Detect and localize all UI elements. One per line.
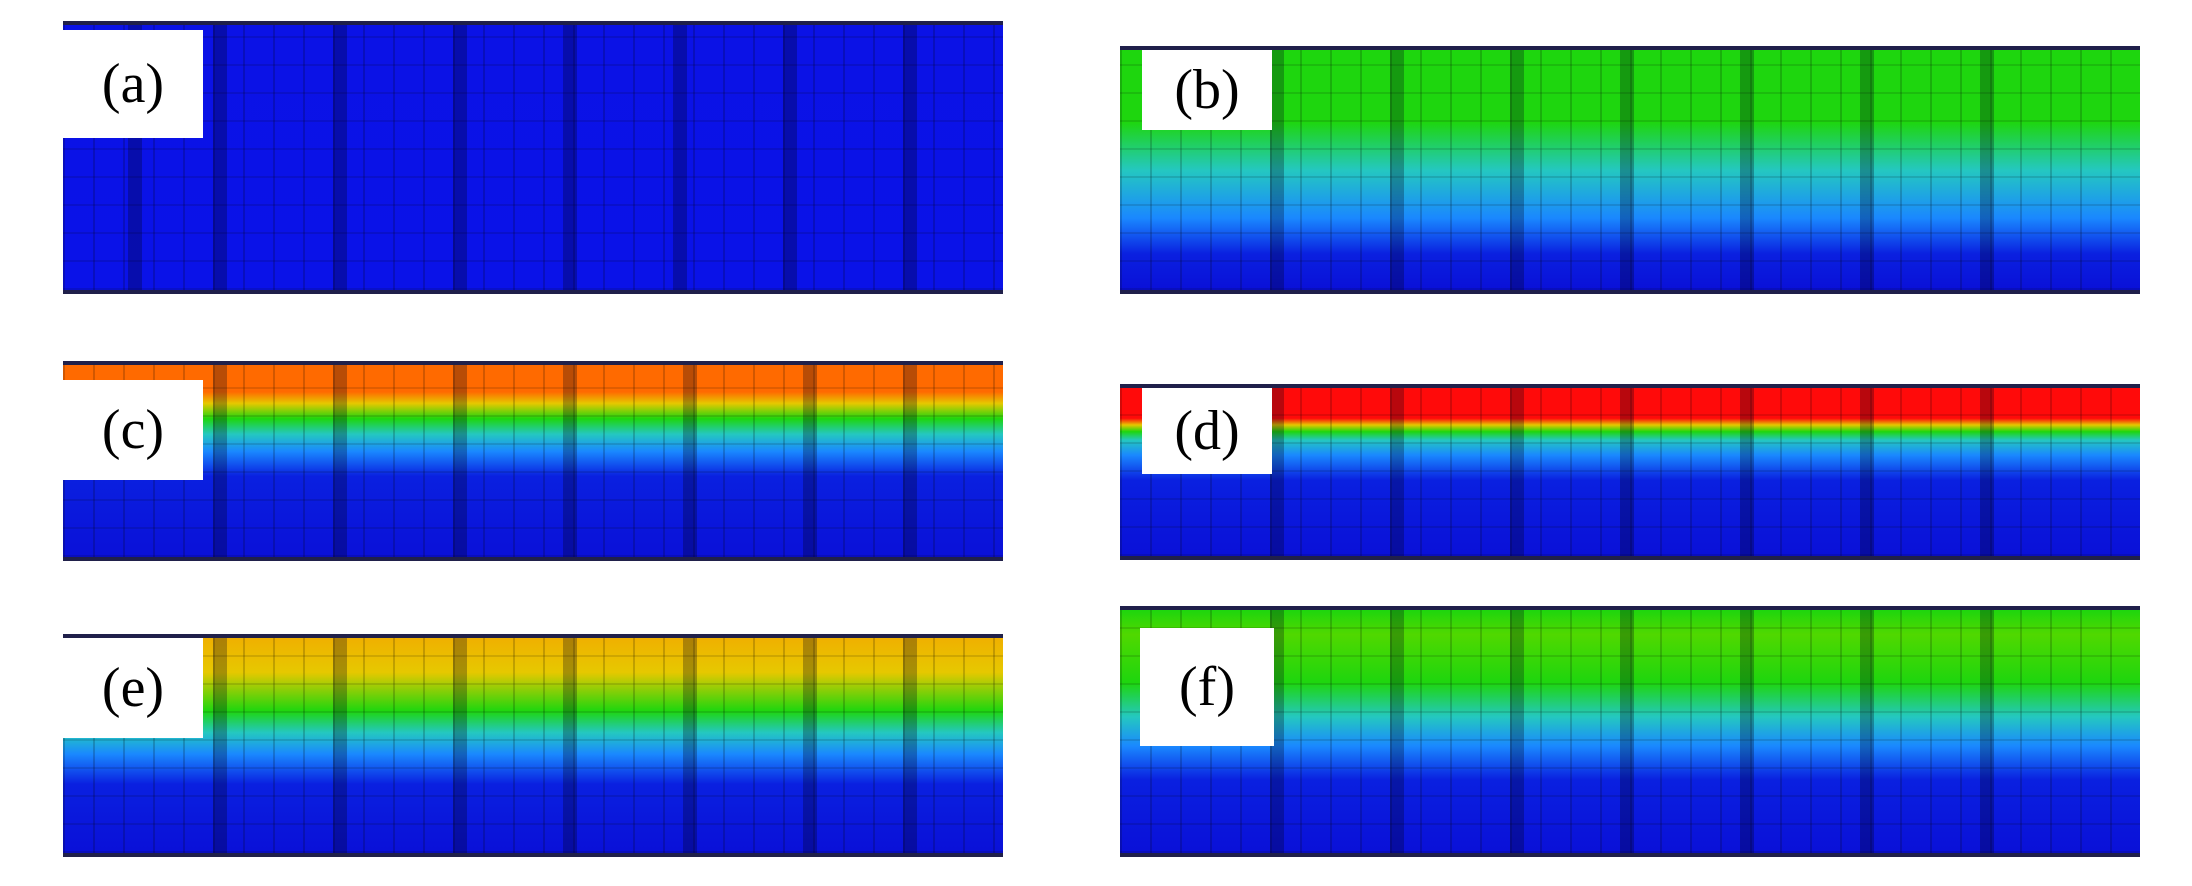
- panel-b: (b): [1120, 46, 2140, 294]
- flange-top: [63, 361, 1003, 365]
- contour-plot: [63, 638, 1003, 853]
- mesh-grid: [1120, 388, 2140, 556]
- stiffener: [1860, 388, 1874, 556]
- flange-top: [63, 634, 1003, 638]
- panel-e: (e): [63, 634, 1003, 857]
- stiffener: [1390, 610, 1404, 853]
- mesh-grid: [63, 365, 1003, 557]
- stiffener: [213, 25, 227, 290]
- stiffener: [1390, 388, 1404, 556]
- stiffener: [333, 365, 347, 557]
- stiffener: [1620, 388, 1634, 556]
- flange-top: [63, 21, 1003, 25]
- panel-c: (c): [63, 361, 1003, 561]
- stiffener: [903, 25, 917, 290]
- stiffener: [213, 638, 227, 853]
- stiffener: [1510, 50, 1524, 290]
- stiffener: [1510, 388, 1524, 556]
- panel-label: (e): [63, 638, 203, 738]
- stiffener: [333, 638, 347, 853]
- stiffener: [903, 365, 917, 557]
- stiffener: [563, 365, 577, 557]
- stiffener: [683, 365, 697, 557]
- stiffener: [1510, 610, 1524, 853]
- mesh-grid: [63, 25, 1003, 290]
- flange-bottom: [1120, 290, 2140, 294]
- panel-label: (a): [63, 30, 203, 138]
- mesh-grid: [63, 638, 1003, 853]
- stiffener: [453, 25, 467, 290]
- stiffener: [563, 25, 577, 290]
- stiffener: [1740, 388, 1754, 556]
- stiffener: [213, 365, 227, 557]
- stiffener: [1740, 610, 1754, 853]
- panel-label: (f): [1140, 628, 1274, 746]
- contour-plot: [63, 365, 1003, 557]
- panel-d: (d): [1120, 384, 2140, 560]
- stiffener: [1620, 610, 1634, 853]
- flange-bottom: [1120, 853, 2140, 857]
- flange-bottom: [63, 290, 1003, 294]
- panel-f: (f): [1120, 606, 2140, 857]
- stiffener: [333, 25, 347, 290]
- stiffener: [1980, 610, 1994, 853]
- stiffener: [453, 638, 467, 853]
- contour-plot: [1120, 388, 2140, 556]
- stiffener: [673, 25, 687, 290]
- stiffener: [1980, 50, 1994, 290]
- flange-top: [1120, 46, 2140, 50]
- stiffener: [683, 638, 697, 853]
- stiffener: [1980, 388, 1994, 556]
- stiffener: [563, 638, 577, 853]
- panel-label: (d): [1142, 388, 1272, 474]
- panel-label: (c): [63, 380, 203, 480]
- flange-top: [1120, 384, 2140, 388]
- stiffener: [1740, 50, 1754, 290]
- stiffener: [453, 365, 467, 557]
- stiffener: [1270, 388, 1284, 556]
- stiffener: [903, 638, 917, 853]
- stiffener: [1620, 50, 1634, 290]
- panel-label: (b): [1142, 50, 1272, 130]
- mesh-grid: [1120, 610, 2140, 853]
- stiffener: [803, 365, 817, 557]
- stiffener: [803, 638, 817, 853]
- stiffener: [783, 25, 797, 290]
- stiffener: [1860, 610, 1874, 853]
- flange-bottom: [63, 853, 1003, 857]
- flange-top: [1120, 606, 2140, 610]
- contour-plot: [1120, 610, 2140, 853]
- stiffener: [1390, 50, 1404, 290]
- panel-a: (a): [63, 21, 1003, 294]
- contour-plot: [1120, 50, 2140, 290]
- flange-bottom: [63, 557, 1003, 561]
- flange-bottom: [1120, 556, 2140, 560]
- stiffener: [1270, 50, 1284, 290]
- mesh-grid: [1120, 50, 2140, 290]
- stiffener: [1860, 50, 1874, 290]
- contour-plot: [63, 25, 1003, 290]
